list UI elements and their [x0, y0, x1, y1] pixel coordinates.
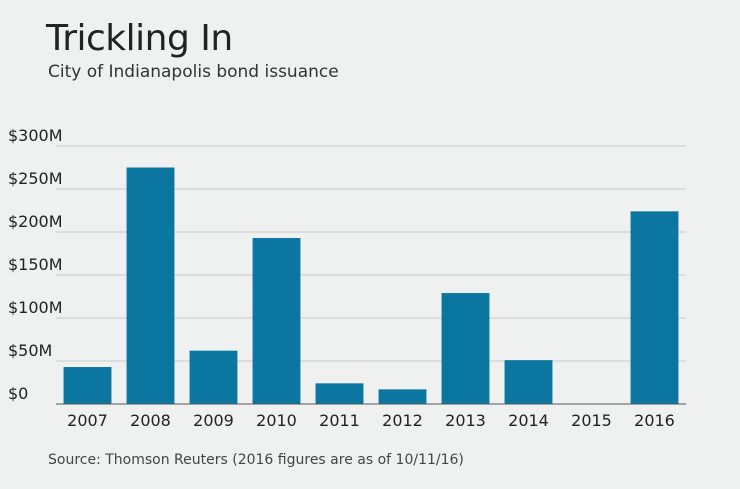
y-tick-label: $100M — [8, 298, 63, 317]
x-tick-label: 2010 — [256, 411, 297, 430]
bar-2007 — [63, 367, 112, 404]
chart-subtitle: City of Indianapolis bond issuance — [48, 62, 339, 82]
x-tick-label: 2008 — [130, 411, 171, 430]
bar-2013 — [441, 293, 490, 404]
y-axis-tick-labels: $0 $50M $100M $150M $200M $250M $300M — [8, 126, 63, 403]
x-tick-label: 2011 — [319, 411, 360, 430]
x-tick-label: 2013 — [445, 411, 486, 430]
y-tick-label: $200M — [8, 212, 63, 231]
bar-2012 — [378, 389, 427, 404]
y-tick-label: $150M — [8, 255, 63, 274]
bar-2010 — [252, 238, 301, 404]
x-axis-tick-labels: 2007 2008 2009 2010 2011 2012 2013 2014 2015 2016 — [67, 411, 675, 430]
x-tick-label: 2015 — [571, 411, 612, 430]
bar-2014 — [504, 360, 553, 404]
bar-2009 — [189, 350, 238, 404]
x-tick-label: 2014 — [508, 411, 549, 430]
bars — [63, 167, 679, 404]
bar-2011 — [315, 383, 364, 404]
y-tick-label: $50M — [8, 341, 52, 360]
x-tick-label: 2007 — [67, 411, 108, 430]
x-tick-label: 2016 — [634, 411, 675, 430]
chart-title: Trickling In — [46, 18, 233, 59]
bar-2016 — [630, 211, 679, 404]
y-tick-label: $250M — [8, 169, 63, 188]
chart-source: Source: Thomson Reuters (2016 figures ar… — [48, 452, 464, 468]
x-tick-label: 2012 — [382, 411, 423, 430]
y-tick-label: $300M — [8, 126, 63, 145]
x-tick-label: 2009 — [193, 411, 234, 430]
y-tick-label: $0 — [8, 384, 28, 403]
bar-2008 — [126, 167, 175, 404]
